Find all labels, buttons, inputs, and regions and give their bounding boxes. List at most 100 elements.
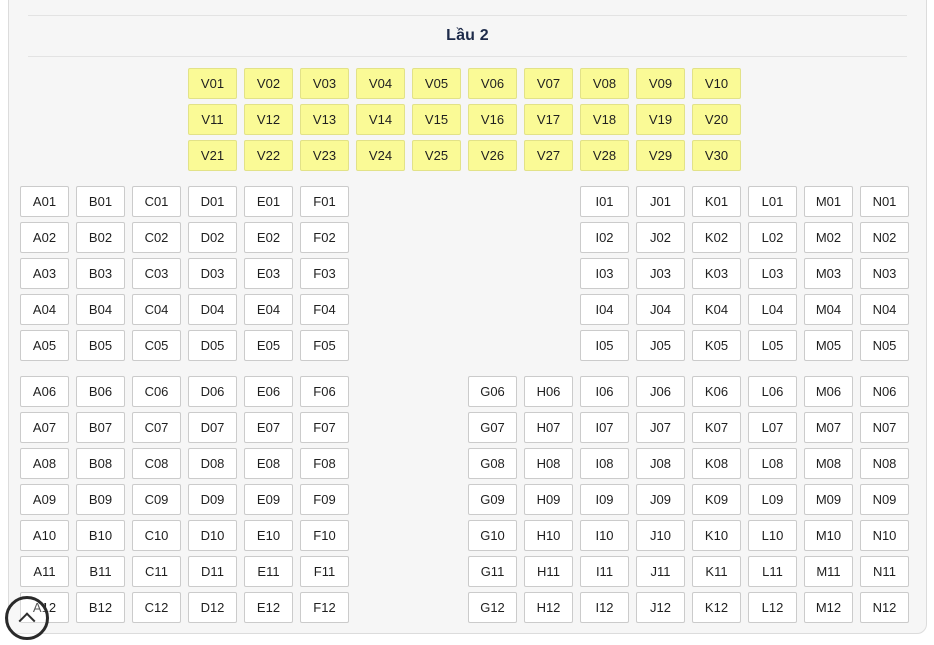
seat-B04[interactable]: B04 [76, 294, 125, 325]
seat-J10[interactable]: J10 [636, 520, 685, 551]
seat-V02[interactable]: V02 [244, 68, 293, 99]
seat-K03[interactable]: K03 [692, 258, 741, 289]
seat-K06[interactable]: K06 [692, 376, 741, 407]
seat-E01[interactable]: E01 [244, 186, 293, 217]
seat-B01[interactable]: B01 [76, 186, 125, 217]
seat-N01[interactable]: N01 [860, 186, 909, 217]
seat-C09[interactable]: C09 [132, 484, 181, 515]
seat-K12[interactable]: K12 [692, 592, 741, 623]
seat-V21[interactable]: V21 [188, 140, 237, 171]
seat-N10[interactable]: N10 [860, 520, 909, 551]
seat-V22[interactable]: V22 [244, 140, 293, 171]
seat-V29[interactable]: V29 [636, 140, 685, 171]
seat-D12[interactable]: D12 [188, 592, 237, 623]
seat-F02[interactable]: F02 [300, 222, 349, 253]
scroll-to-top-button[interactable] [5, 596, 49, 640]
seat-G10[interactable]: G10 [468, 520, 517, 551]
seat-J08[interactable]: J08 [636, 448, 685, 479]
seat-V16[interactable]: V16 [468, 104, 517, 135]
seat-F09[interactable]: F09 [300, 484, 349, 515]
seat-N11[interactable]: N11 [860, 556, 909, 587]
seat-H10[interactable]: H10 [524, 520, 573, 551]
seat-G11[interactable]: G11 [468, 556, 517, 587]
seat-B09[interactable]: B09 [76, 484, 125, 515]
seat-A08[interactable]: A08 [20, 448, 69, 479]
seat-V24[interactable]: V24 [356, 140, 405, 171]
seat-H07[interactable]: H07 [524, 412, 573, 443]
seat-E02[interactable]: E02 [244, 222, 293, 253]
seat-K01[interactable]: K01 [692, 186, 741, 217]
seat-F07[interactable]: F07 [300, 412, 349, 443]
seat-B10[interactable]: B10 [76, 520, 125, 551]
seat-A06[interactable]: A06 [20, 376, 69, 407]
seat-G06[interactable]: G06 [468, 376, 517, 407]
seat-V30[interactable]: V30 [692, 140, 741, 171]
seat-B06[interactable]: B06 [76, 376, 125, 407]
seat-V11[interactable]: V11 [188, 104, 237, 135]
seat-C10[interactable]: C10 [132, 520, 181, 551]
seat-K10[interactable]: K10 [692, 520, 741, 551]
seat-V15[interactable]: V15 [412, 104, 461, 135]
seat-C05[interactable]: C05 [132, 330, 181, 361]
seat-N09[interactable]: N09 [860, 484, 909, 515]
seat-A01[interactable]: A01 [20, 186, 69, 217]
seat-J03[interactable]: J03 [636, 258, 685, 289]
seat-K08[interactable]: K08 [692, 448, 741, 479]
seat-D02[interactable]: D02 [188, 222, 237, 253]
seat-K09[interactable]: K09 [692, 484, 741, 515]
seat-D01[interactable]: D01 [188, 186, 237, 217]
seat-V27[interactable]: V27 [524, 140, 573, 171]
seat-V09[interactable]: V09 [636, 68, 685, 99]
seat-J04[interactable]: J04 [636, 294, 685, 325]
seat-V07[interactable]: V07 [524, 68, 573, 99]
seat-M11[interactable]: M11 [804, 556, 853, 587]
seat-A05[interactable]: A05 [20, 330, 69, 361]
seat-J06[interactable]: J06 [636, 376, 685, 407]
seat-E05[interactable]: E05 [244, 330, 293, 361]
seat-I06[interactable]: I06 [580, 376, 629, 407]
seat-J12[interactable]: J12 [636, 592, 685, 623]
seat-V08[interactable]: V08 [580, 68, 629, 99]
seat-D06[interactable]: D06 [188, 376, 237, 407]
seat-J07[interactable]: J07 [636, 412, 685, 443]
seat-V25[interactable]: V25 [412, 140, 461, 171]
seat-F10[interactable]: F10 [300, 520, 349, 551]
seat-L01[interactable]: L01 [748, 186, 797, 217]
seat-I07[interactable]: I07 [580, 412, 629, 443]
seat-I02[interactable]: I02 [580, 222, 629, 253]
seat-E07[interactable]: E07 [244, 412, 293, 443]
seat-V20[interactable]: V20 [692, 104, 741, 135]
seat-V23[interactable]: V23 [300, 140, 349, 171]
seat-E09[interactable]: E09 [244, 484, 293, 515]
seat-M03[interactable]: M03 [804, 258, 853, 289]
seat-C08[interactable]: C08 [132, 448, 181, 479]
seat-I03[interactable]: I03 [580, 258, 629, 289]
seat-A07[interactable]: A07 [20, 412, 69, 443]
seat-N12[interactable]: N12 [860, 592, 909, 623]
seat-M09[interactable]: M09 [804, 484, 853, 515]
seat-M06[interactable]: M06 [804, 376, 853, 407]
seat-M04[interactable]: M04 [804, 294, 853, 325]
seat-K04[interactable]: K04 [692, 294, 741, 325]
seat-C04[interactable]: C04 [132, 294, 181, 325]
seat-M12[interactable]: M12 [804, 592, 853, 623]
seat-L03[interactable]: L03 [748, 258, 797, 289]
seat-V10[interactable]: V10 [692, 68, 741, 99]
seat-V03[interactable]: V03 [300, 68, 349, 99]
seat-B11[interactable]: B11 [76, 556, 125, 587]
seat-A09[interactable]: A09 [20, 484, 69, 515]
seat-V12[interactable]: V12 [244, 104, 293, 135]
seat-J11[interactable]: J11 [636, 556, 685, 587]
seat-D05[interactable]: D05 [188, 330, 237, 361]
seat-C01[interactable]: C01 [132, 186, 181, 217]
seat-A10[interactable]: A10 [20, 520, 69, 551]
seat-C02[interactable]: C02 [132, 222, 181, 253]
seat-V14[interactable]: V14 [356, 104, 405, 135]
seat-I05[interactable]: I05 [580, 330, 629, 361]
seat-D03[interactable]: D03 [188, 258, 237, 289]
seat-V04[interactable]: V04 [356, 68, 405, 99]
seat-L10[interactable]: L10 [748, 520, 797, 551]
seat-D11[interactable]: D11 [188, 556, 237, 587]
seat-H08[interactable]: H08 [524, 448, 573, 479]
seat-N05[interactable]: N05 [860, 330, 909, 361]
